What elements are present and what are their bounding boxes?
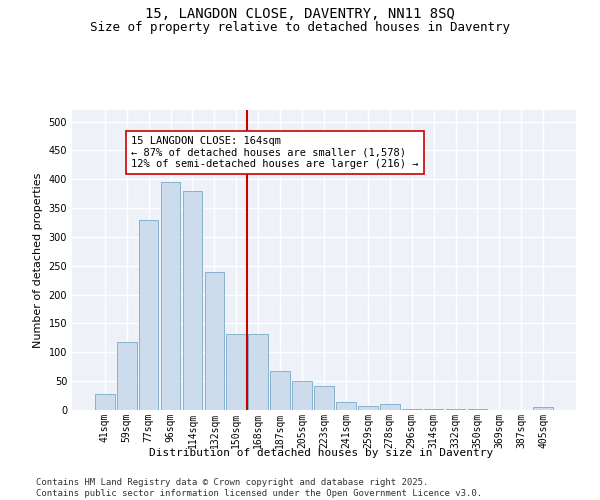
Text: Distribution of detached houses by size in Daventry: Distribution of detached houses by size … <box>149 448 493 458</box>
Bar <box>182 191 202 410</box>
Bar <box>292 381 312 410</box>
Bar <box>248 334 268 410</box>
Bar <box>358 406 378 410</box>
Bar <box>205 272 224 410</box>
Bar <box>139 220 158 410</box>
Bar <box>161 182 181 410</box>
Text: 15 LANGDON CLOSE: 164sqm
← 87% of detached houses are smaller (1,578)
12% of sem: 15 LANGDON CLOSE: 164sqm ← 87% of detach… <box>131 136 419 169</box>
Bar <box>336 402 356 410</box>
Bar <box>402 409 422 410</box>
Bar <box>314 386 334 410</box>
Bar <box>117 342 137 410</box>
Bar <box>380 404 400 410</box>
Y-axis label: Number of detached properties: Number of detached properties <box>33 172 43 348</box>
Bar <box>95 394 115 410</box>
Text: 15, LANGDON CLOSE, DAVENTRY, NN11 8SQ: 15, LANGDON CLOSE, DAVENTRY, NN11 8SQ <box>145 8 455 22</box>
Text: Size of property relative to detached houses in Daventry: Size of property relative to detached ho… <box>90 21 510 34</box>
Bar <box>533 407 553 410</box>
Bar <box>270 371 290 410</box>
Bar <box>226 334 246 410</box>
Text: Contains HM Land Registry data © Crown copyright and database right 2025.
Contai: Contains HM Land Registry data © Crown c… <box>36 478 482 498</box>
